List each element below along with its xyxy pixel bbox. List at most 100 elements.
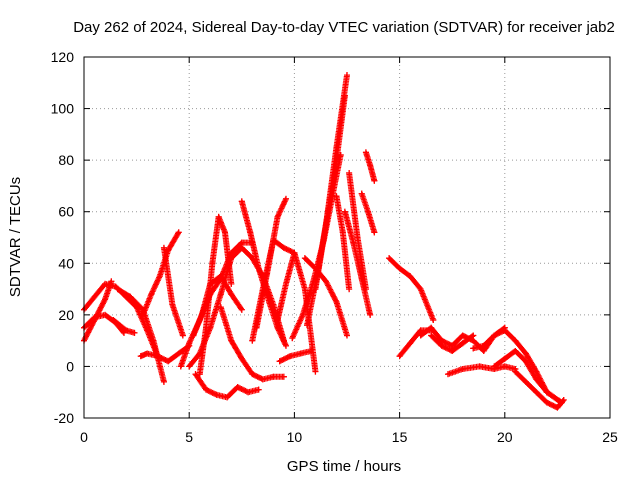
data-point bbox=[289, 335, 296, 342]
data-point bbox=[301, 255, 308, 262]
y-tick-label: 120 bbox=[51, 49, 75, 65]
data-point bbox=[396, 353, 403, 360]
data-point bbox=[322, 221, 329, 228]
data-point bbox=[228, 255, 235, 262]
series-track-19 bbox=[274, 249, 298, 324]
data-point bbox=[259, 376, 266, 383]
data-point bbox=[459, 340, 466, 347]
data-point bbox=[333, 298, 340, 305]
data-point bbox=[215, 213, 222, 220]
data-point bbox=[213, 391, 220, 398]
data-point bbox=[287, 353, 294, 360]
data-point bbox=[365, 208, 372, 215]
data-point bbox=[533, 376, 540, 383]
data-point bbox=[102, 296, 109, 303]
data-point bbox=[255, 265, 262, 272]
data-point bbox=[333, 193, 340, 200]
data-point bbox=[270, 373, 277, 380]
data-point bbox=[280, 244, 287, 251]
chart-title: Day 262 of 2024, Sidereal Day-to-day VTE… bbox=[73, 19, 615, 36]
data-point bbox=[341, 208, 348, 215]
data-point bbox=[150, 337, 157, 344]
data-point bbox=[407, 340, 414, 347]
data-point bbox=[280, 373, 287, 380]
data-point bbox=[274, 213, 281, 220]
marker-trace bbox=[333, 193, 353, 293]
data-point bbox=[291, 249, 298, 256]
data-point bbox=[282, 195, 289, 202]
data-point bbox=[449, 342, 456, 349]
axis-ticks: 0 5 10 15 20 25 -20 0 20 40 60 80 100 120 bbox=[51, 49, 618, 445]
data-point bbox=[238, 198, 245, 205]
y-tick-label: 20 bbox=[58, 307, 74, 323]
x-tick-label: 0 bbox=[80, 429, 88, 445]
marker-trace bbox=[114, 286, 167, 385]
data-point bbox=[207, 324, 214, 331]
data-point bbox=[282, 280, 289, 287]
data-point bbox=[175, 350, 182, 357]
data-point bbox=[339, 229, 346, 236]
x-axis-label: GPS time / hours bbox=[287, 458, 401, 475]
series-track-35 bbox=[491, 347, 565, 406]
data-point bbox=[266, 298, 273, 305]
data-point bbox=[203, 386, 210, 393]
data-point bbox=[428, 332, 435, 339]
series-track-08 bbox=[160, 244, 186, 339]
data-point bbox=[533, 389, 540, 396]
data-point bbox=[238, 306, 245, 313]
data-point bbox=[249, 337, 256, 344]
data-point bbox=[312, 265, 319, 272]
y-tick-label: 0 bbox=[66, 358, 74, 374]
y-axis-label: SDTVAR / TECUs bbox=[7, 177, 24, 297]
marker-trace bbox=[386, 255, 437, 324]
data-point bbox=[186, 340, 193, 347]
data-point bbox=[276, 358, 283, 365]
series-track-23 bbox=[341, 208, 374, 318]
data-point bbox=[501, 363, 508, 370]
x-tick-label: 5 bbox=[185, 429, 193, 445]
marker-trace bbox=[81, 278, 115, 344]
series-track-22 bbox=[312, 72, 350, 293]
data-point bbox=[177, 363, 184, 370]
series-track-24 bbox=[346, 170, 369, 293]
data-point bbox=[160, 244, 167, 251]
data-point bbox=[560, 396, 567, 403]
data-point bbox=[449, 347, 456, 354]
data-point bbox=[308, 347, 315, 354]
data-point bbox=[396, 265, 403, 272]
data-point bbox=[522, 350, 529, 357]
data-point bbox=[139, 311, 146, 318]
data-point bbox=[480, 347, 487, 354]
data-point bbox=[386, 255, 393, 262]
data-point bbox=[91, 293, 98, 300]
data-point bbox=[301, 286, 308, 293]
data-point bbox=[264, 270, 271, 277]
data-point bbox=[501, 327, 508, 334]
data-point bbox=[354, 234, 361, 241]
data-point bbox=[102, 311, 109, 318]
data-point bbox=[160, 378, 167, 385]
data-point bbox=[417, 286, 424, 293]
data-point bbox=[217, 291, 224, 298]
data-point bbox=[491, 332, 498, 339]
data-point bbox=[417, 332, 424, 339]
data-point bbox=[228, 291, 235, 298]
data-point bbox=[543, 389, 550, 396]
data-point bbox=[137, 353, 144, 360]
data-point bbox=[362, 149, 369, 156]
y-tick-label: 60 bbox=[58, 204, 74, 220]
series-track-04 bbox=[114, 286, 167, 385]
data-point bbox=[470, 337, 477, 344]
data-point bbox=[114, 286, 121, 293]
series-track-15 bbox=[238, 198, 289, 349]
data-point bbox=[407, 273, 414, 280]
series-track-07 bbox=[139, 229, 182, 318]
data-point bbox=[333, 144, 340, 151]
data-point bbox=[304, 322, 311, 329]
data-point bbox=[144, 350, 151, 357]
series-track-14 bbox=[217, 304, 287, 383]
data-point bbox=[480, 342, 487, 349]
marker-trace bbox=[444, 363, 519, 378]
data-point bbox=[512, 337, 519, 344]
data-point bbox=[234, 384, 241, 391]
